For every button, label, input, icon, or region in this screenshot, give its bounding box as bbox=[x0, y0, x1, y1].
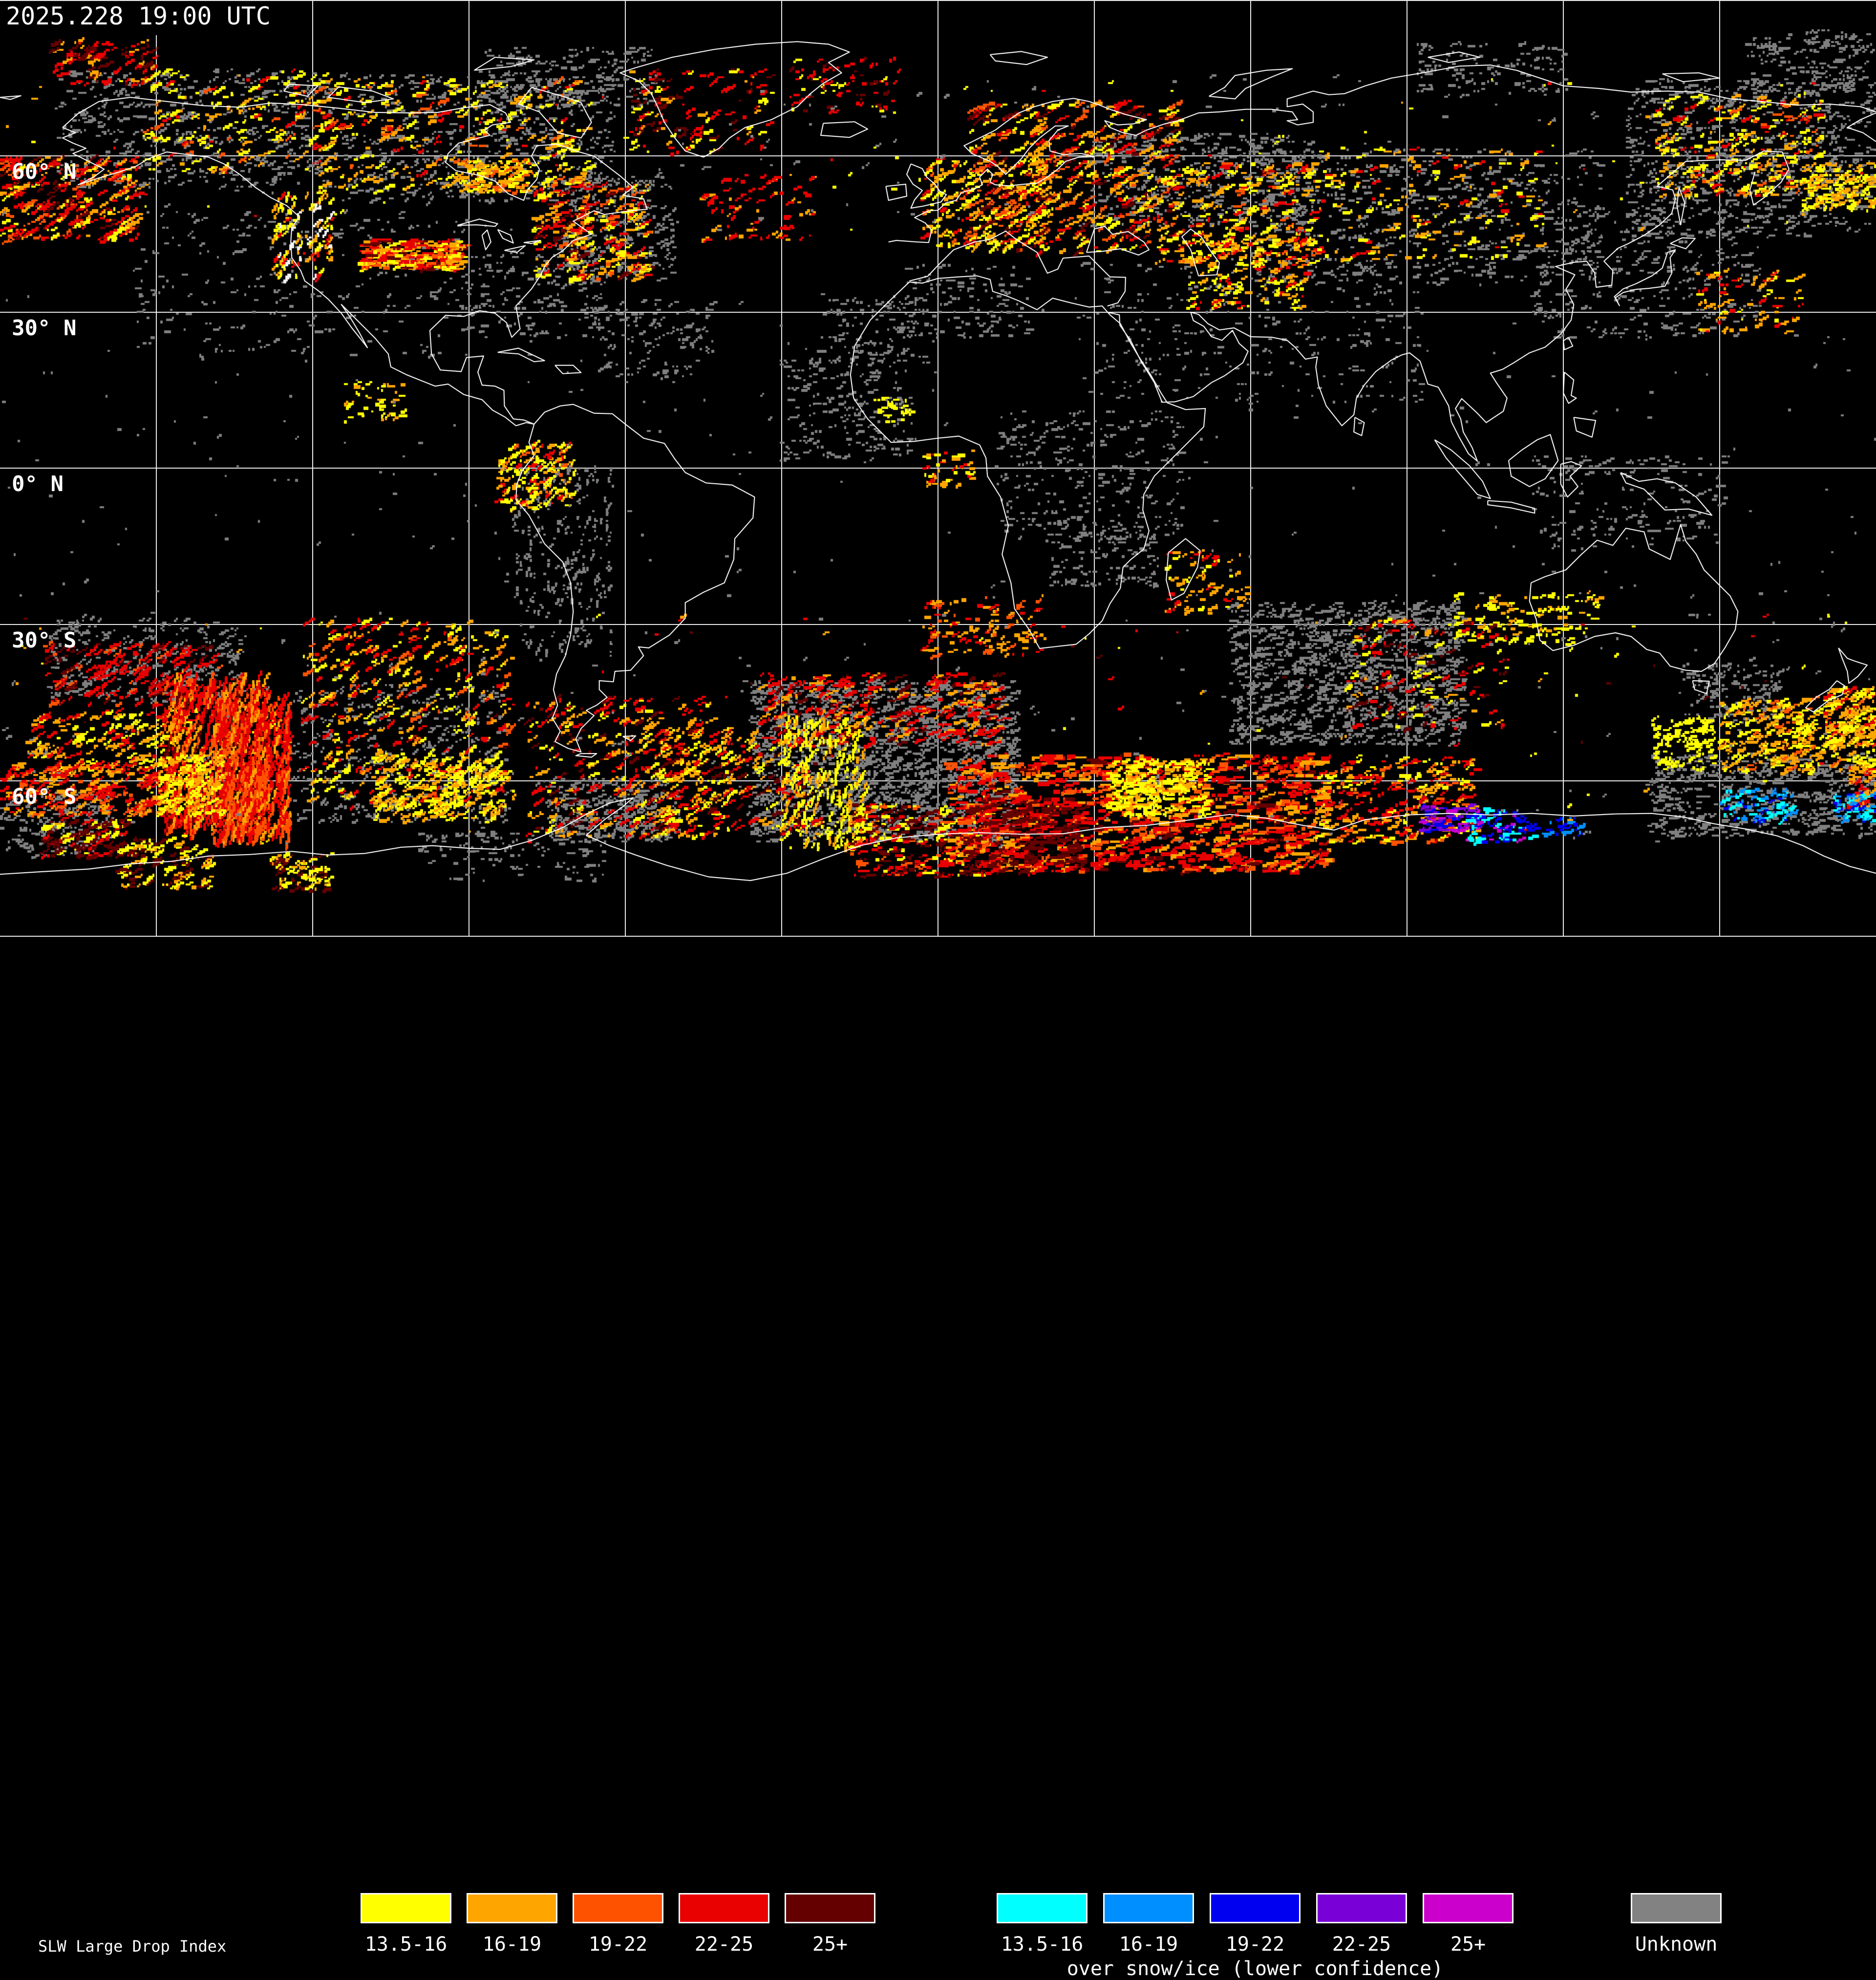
legend-label-unknown: Unknown bbox=[1635, 1933, 1718, 1956]
legend-swatch-standard-25+ bbox=[785, 1893, 875, 1923]
legend-label-snow_ice-25+: 25+ bbox=[1450, 1933, 1486, 1956]
lat-label-30n: 30° N bbox=[12, 316, 77, 341]
legend: SLW Large Drop Index 13.5-16 16-19 19-22 22… bbox=[0, 937, 1876, 1980]
timestamp: 2025.228 19:00 UTC bbox=[4, 1, 283, 35]
legend-swatch-snow_ice-13.5-16 bbox=[997, 1893, 1087, 1923]
legend-snow-ice-caption: over snow/ice (lower confidence) bbox=[1066, 1958, 1444, 1980]
legend-label-standard-25+: 25+ bbox=[812, 1933, 848, 1956]
legend-swatch-snow_ice-16-19 bbox=[1103, 1893, 1194, 1923]
legend-swatch-snow_ice-25+ bbox=[1423, 1893, 1514, 1923]
lat-label-0n: 0° N bbox=[12, 472, 64, 496]
lat-label-60n: 60° N bbox=[12, 159, 77, 184]
lat-label-60s: 60° S bbox=[12, 784, 77, 809]
lat-label-30s: 30° S bbox=[12, 628, 77, 653]
legend-swatch-snow_ice-19-22 bbox=[1210, 1893, 1300, 1923]
legend-swatch-standard-22-25 bbox=[679, 1893, 769, 1923]
coastline-layer bbox=[0, 41, 1876, 882]
legend-swatch-snow_ice-22-25 bbox=[1316, 1893, 1407, 1923]
legend-title: SLW Large Drop Index bbox=[38, 1937, 227, 1956]
legend-swatch-unknown bbox=[1631, 1893, 1722, 1923]
legend-swatch-standard-19-22 bbox=[573, 1893, 663, 1923]
slw-data-layer bbox=[0, 0, 1876, 1055]
legend-swatch-standard-13.5-16 bbox=[361, 1893, 451, 1923]
legend-swatch-standard-16-19 bbox=[467, 1893, 557, 1923]
